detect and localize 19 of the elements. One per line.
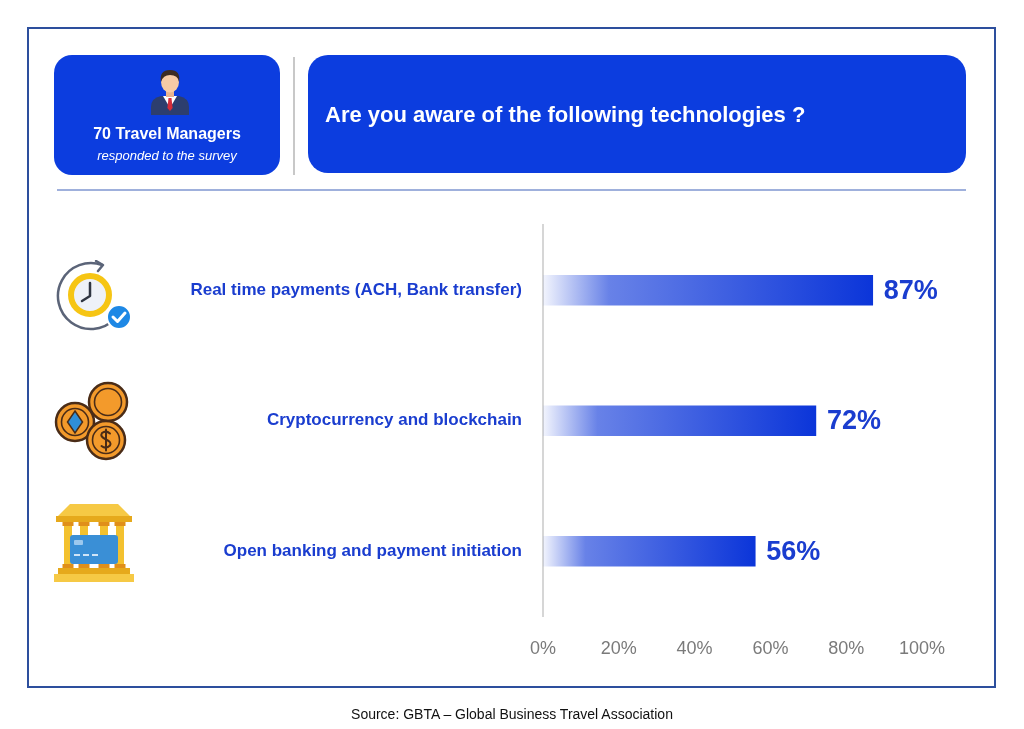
x-tick-label: 100% — [898, 638, 946, 659]
x-tick-label: 80% — [828, 638, 865, 659]
text: 70 Travel Managers — [93, 125, 241, 142]
y-tick-label: Open banking and payment initiation — [223, 540, 522, 560]
source-note: Source: GBTA – Global Business Travel Association — [351, 706, 673, 722]
data-label: 72% — [826, 405, 881, 436]
text: responded to the survey — [97, 148, 237, 163]
x-tick-label: 60% — [752, 638, 789, 659]
x-tick-label: 40% — [676, 638, 713, 659]
bar — [543, 535, 756, 567]
data-label: 87% — [883, 274, 938, 305]
bar — [543, 274, 874, 306]
y-tick-label: Cryptocurrency and blockchain — [266, 410, 522, 430]
chart-title: Are you aware of the following technologies ? — [325, 102, 806, 127]
data-label: 56% — [766, 535, 821, 566]
x-tick-label: 0% — [529, 638, 557, 659]
bar — [543, 405, 817, 437]
x-tick-label: 20% — [600, 638, 637, 659]
y-tick-label: Real time payments (ACH, Bank transfer) — [190, 279, 522, 299]
